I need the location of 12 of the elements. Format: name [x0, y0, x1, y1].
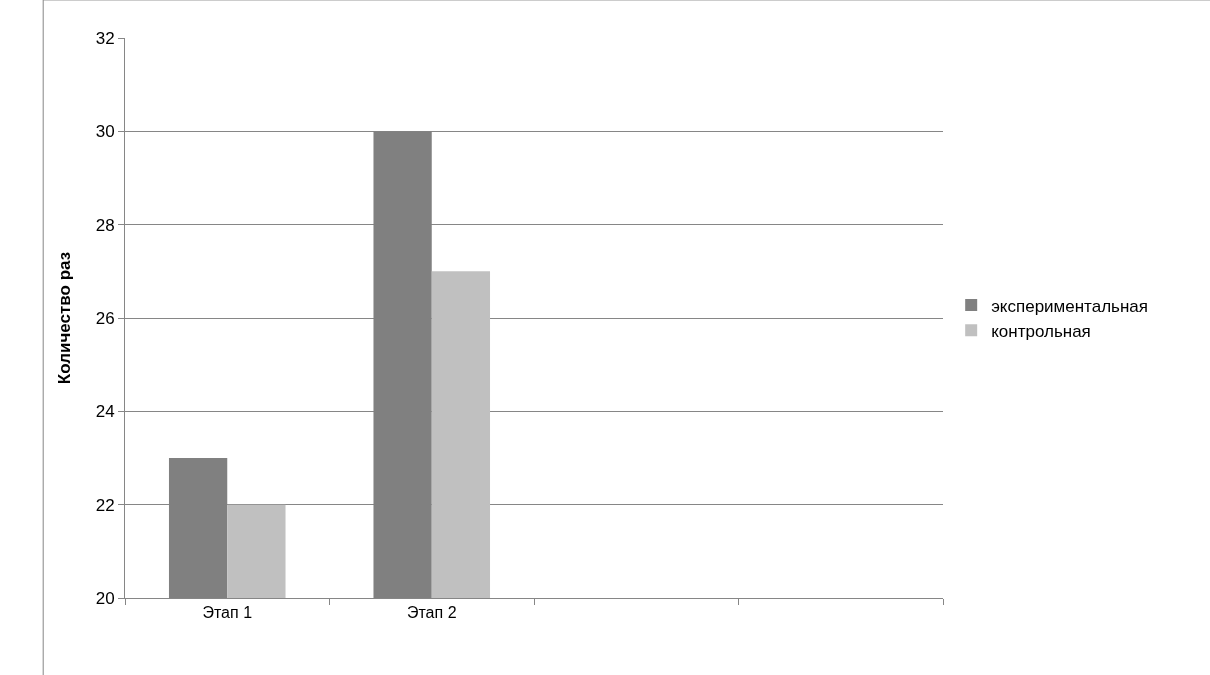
- y-tick-label: 22: [95, 495, 115, 515]
- y-tick-label: 20: [95, 588, 115, 608]
- legend-label: контрольная: [991, 321, 1091, 341]
- y-tick-label: 32: [95, 28, 115, 48]
- y-tick-label: 28: [95, 215, 115, 235]
- y-tick-label: 26: [95, 308, 115, 328]
- x-tick-label: Этап 1: [202, 604, 253, 622]
- y-axis-title: Количество раз: [55, 251, 75, 385]
- x-tick-label: Этап 2: [406, 604, 457, 622]
- y-tick-label: 24: [95, 402, 115, 422]
- legend-label: экспериментальная: [991, 296, 1149, 316]
- y-tick-label: 30: [95, 122, 115, 142]
